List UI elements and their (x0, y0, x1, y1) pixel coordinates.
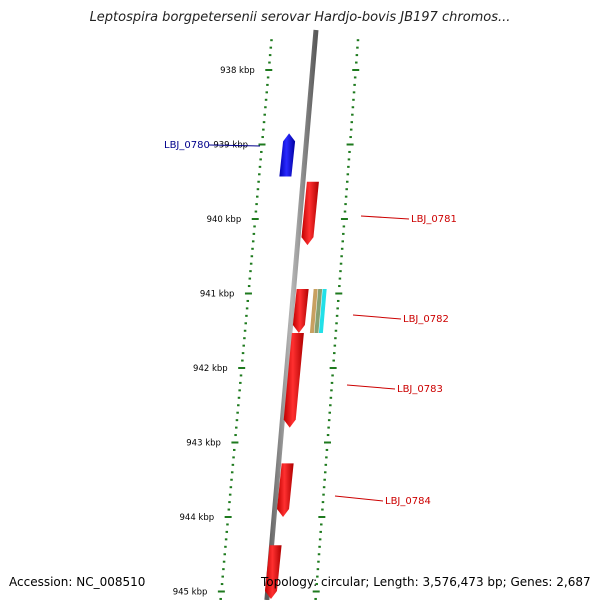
scale-label: 938 kbp (220, 66, 255, 76)
backbone-line (264, 29, 319, 600)
feature-bar (309, 289, 318, 333)
gene-arrow-LBJ_0784[interactable] (277, 463, 294, 517)
feature-bar (318, 289, 327, 333)
gene-leader-line (360, 215, 410, 220)
feature-track (309, 289, 327, 333)
feature-bar (314, 289, 323, 333)
gene-label-LBJ_0781[interactable]: LBJ_0781 (411, 214, 457, 225)
gene-label-LBJ_0780[interactable]: LBJ_0780 (164, 140, 210, 151)
gene-leader-line (346, 384, 396, 390)
gene-label-LBJ_0782[interactable]: LBJ_0782 (403, 314, 449, 325)
right-scale-track (312, 39, 360, 600)
scale-label: 944 kbp (180, 513, 215, 523)
gene-track[interactable] (264, 133, 319, 599)
scale-label: 940 kbp (207, 215, 242, 225)
gene-leader-line (352, 314, 402, 320)
accession-text: Accession: NC_008510 (9, 575, 146, 589)
genome-summary-text: Topology: circular; Length: 3,576,473 bp… (261, 575, 591, 589)
gene-leader-line (208, 144, 261, 147)
gene-leader-line (334, 495, 384, 502)
gene-label-LBJ_0784[interactable]: LBJ_0784 (385, 496, 431, 507)
gene-arrow-LBJ_0782[interactable] (292, 289, 309, 333)
scale-label: 945 kbp (173, 588, 208, 598)
scale-label: 943 kbp (186, 439, 221, 449)
map-title: Leptospira borgpetersenii serovar Hardjo… (89, 10, 511, 25)
gene-arrow-LBJ_0780[interactable] (279, 133, 296, 177)
gene-arrow-LBJ_0783[interactable] (283, 332, 304, 428)
scale-label: 941 kbp (200, 290, 235, 300)
left-scale-track (217, 39, 273, 600)
gene-label-LBJ_0783[interactable]: LBJ_0783 (397, 384, 443, 395)
scale-label: 942 kbp (193, 364, 228, 374)
gene-arrow-LBJ_0781[interactable] (301, 181, 319, 246)
backbone (264, 29, 319, 600)
gene-arrow-next[interactable] (264, 545, 282, 599)
